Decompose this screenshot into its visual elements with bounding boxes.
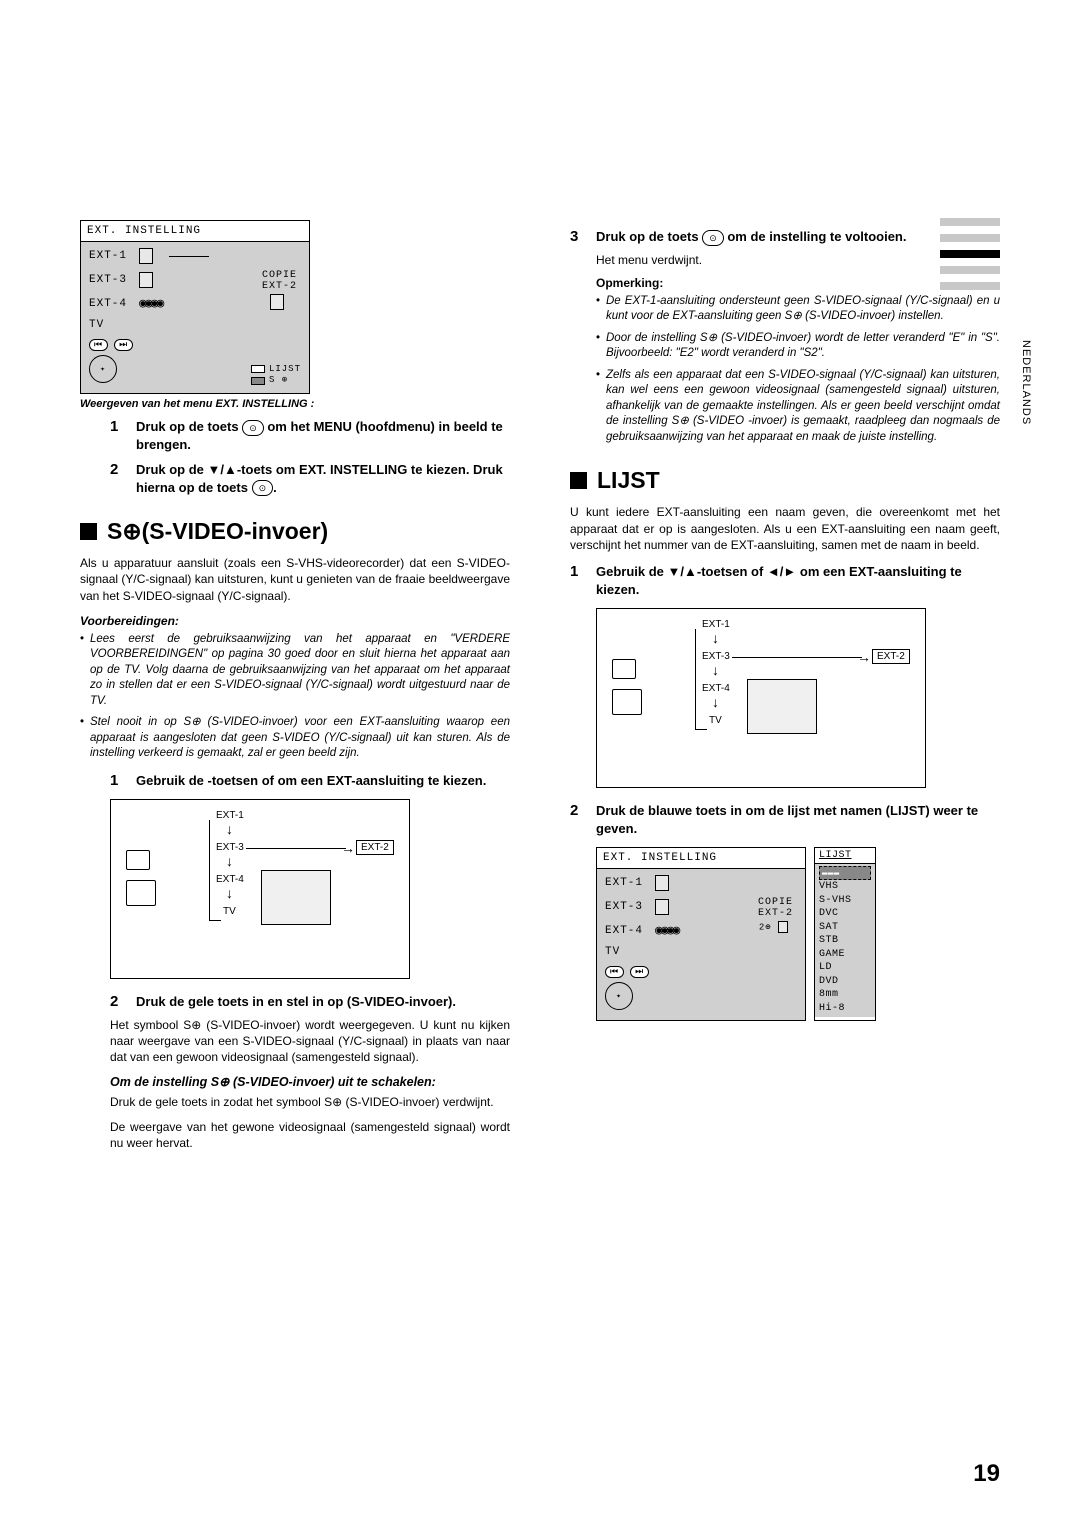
menu-copie-label: COPIE EXT-2: [262, 270, 297, 314]
intro-step-1: 1 Druk op de toets ⊙ om het MENU (hoofd­…: [110, 418, 510, 453]
svideo-step2-body: Het symbool S⊕ (S-VIDEO-invoer) wordt we…: [110, 1017, 510, 1066]
menu-caption: Weergeven van het menu EXT. INSTELLING :: [80, 398, 510, 410]
square-bullet-icon: [80, 523, 97, 540]
svideo-step-1: 1 Gebruik de -toetsen of om een EXT-aans…: [110, 772, 510, 790]
right-column: 3 Druk op de toets ⊙ om de instelling te…: [560, 220, 1000, 1159]
lijst-popup: LIJST ▬▬▬ VHS S-VHS DVC SAT STB GAME LD …: [814, 847, 876, 1021]
connection-diagram-2: EXT-1 ↓ EXT-3 ↓ EXT-4 ↓ TV → EXT-2: [596, 608, 926, 788]
svideo-step-2: 2 Druk de gele toets in en stel in op (S…: [110, 993, 510, 1011]
intro-step-2: 2 Druk op de ▼/▲-toets om EXT. INSTELLIN…: [110, 461, 510, 496]
side-tab-1: [940, 218, 1000, 226]
svideo-switchoff-body1: Druk de gele toets in zodat het symbool …: [110, 1094, 510, 1110]
square-bullet-icon: [570, 472, 587, 489]
voorbereidingen-list: Lees eerst de gebruiksaanwijzing van het…: [80, 632, 510, 762]
ext-instelling-menu-screenshot: EXT. INSTELLING EXT-1 EXT-3 EXT-4◉◉◉◉ TV…: [80, 220, 310, 394]
menu-row-ext4: EXT-4: [89, 298, 139, 310]
menu-chip-prev: ⏮: [89, 339, 108, 351]
menu-title: EXT. INSTELLING: [81, 221, 309, 242]
lijst-popup-selection: ▬▬▬: [819, 866, 871, 880]
menu-row-ext3: EXT-3: [89, 274, 139, 286]
lijst-intro-text: U kunt iedere EXT-aansluiting een naam g…: [570, 504, 1000, 553]
scart-plug-icon: [612, 659, 636, 679]
menu-row-ext1: EXT-1: [89, 250, 139, 262]
lijst-step-1: 1 Gebruik de ▼/▲-toetsen of ◄/► om een E…: [570, 563, 1000, 598]
lijst-menu-screenshot: EXT. INSTELLING EXT-1 EXT-3 EXT-4◉◉◉◉ TV…: [596, 847, 1000, 1021]
opmerking-list: De EXT-1-aansluiting ondersteunt geen S-…: [596, 294, 1000, 446]
svideo-step-3: 3 Druk op de toets ⊙ om de instelling te…: [570, 228, 1000, 246]
lijst-menu-title: EXT. INSTELLING: [597, 848, 805, 869]
svideo-switchoff-title: Om de instelling S⊕ (S-VIDEO-invoer) uit…: [110, 1074, 510, 1091]
lijst-copie-label: COPIE EXT-2 2⊕: [758, 897, 793, 933]
side-tab-indicators: [940, 218, 1000, 298]
side-tab-2: [940, 234, 1000, 242]
ok-button-icon: ⊙: [702, 230, 724, 246]
lijst-step-2: 2 Druk de blauwe toets in om de lijst me…: [570, 802, 1000, 837]
side-language-label: NEDERLANDS: [1020, 340, 1032, 425]
tv-back-icon: [261, 870, 331, 925]
scart-plug-icon-2: [126, 880, 156, 906]
left-column: EXT. INSTELLING EXT-1 EXT-3 EXT-4◉◉◉◉ TV…: [80, 220, 520, 1159]
scart-plug-icon-2: [612, 689, 642, 715]
connection-diagram-1: EXT-1 ↓ EXT-3 ↓ EXT-4 ↓ TV → EXT-2: [110, 799, 410, 979]
side-tab-4: [940, 266, 1000, 274]
page-number: 19: [973, 1460, 1000, 1488]
section-lijst-heading: LIJST: [570, 467, 1000, 494]
voorbereidingen-heading: Voorbereidingen:: [80, 614, 510, 628]
ok-button-icon: ⊙: [252, 480, 274, 496]
svideo-switchoff-body2: De weergave van het gewone videosignaal …: [110, 1119, 510, 1151]
side-tab-3: [940, 250, 1000, 258]
diagram-ext2-label: EXT-2: [872, 649, 910, 664]
menu-button-icon: ⊙: [242, 420, 264, 436]
menu-dpad-icon: ✦: [89, 355, 117, 383]
side-tab-5: [940, 282, 1000, 290]
tv-back-icon: [747, 679, 817, 734]
scart-plug-icon: [126, 850, 150, 870]
menu-chip-next: ⏭: [114, 339, 133, 351]
menu-legend: LIJST S ⊕: [251, 364, 301, 387]
menu-row-tv: TV: [89, 319, 139, 331]
section-svideo-heading: S⊕(S-VIDEO-invoer): [80, 518, 510, 545]
diagram-ext2-label: EXT-2: [356, 840, 394, 855]
svideo-intro-text: Als u apparatuur aansluit (zoals een S-V…: [80, 555, 510, 604]
menu-chip-prev: ⏮: [605, 966, 624, 978]
menu-chip-next: ⏭: [630, 966, 649, 978]
menu-dpad-icon: ✦: [605, 982, 633, 1010]
